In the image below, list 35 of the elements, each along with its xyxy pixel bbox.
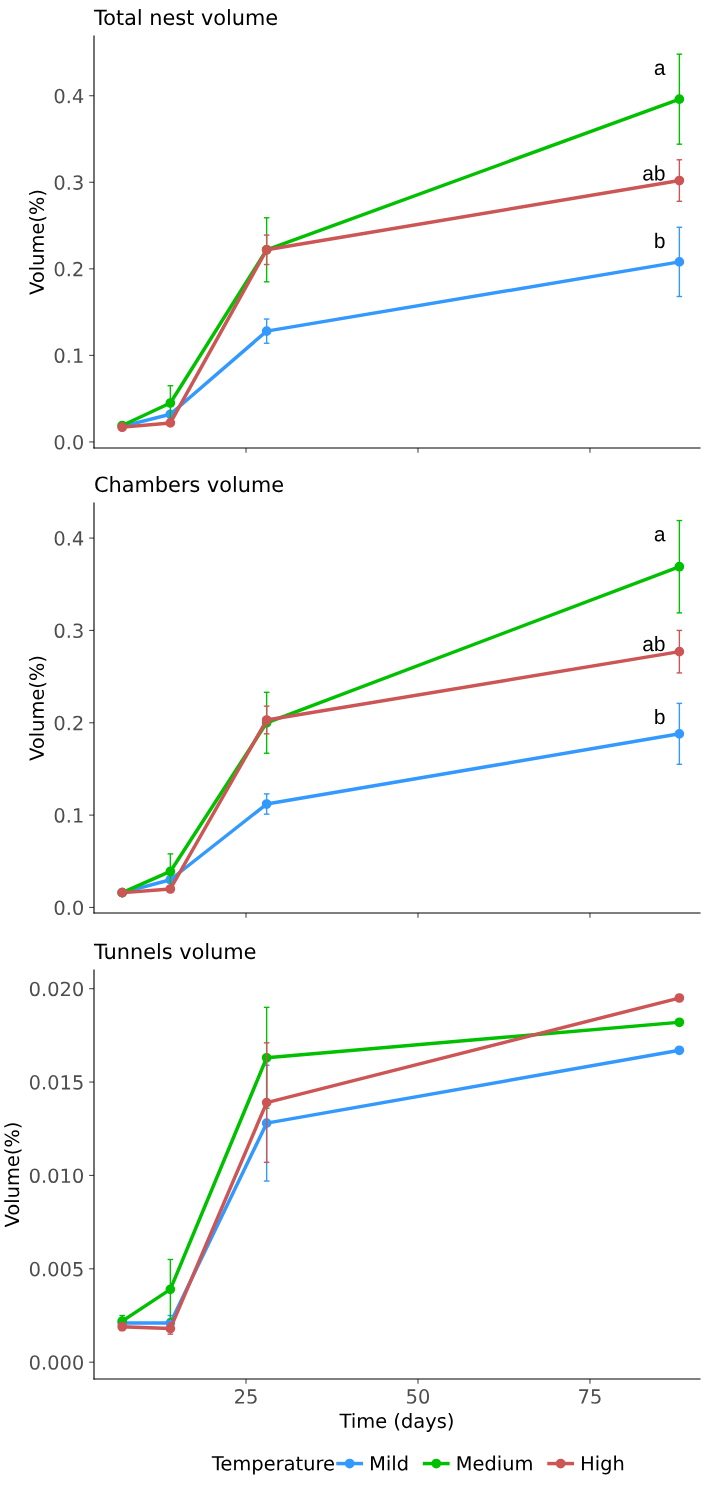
y-tick-label: 0.4 [54,531,84,546]
y-tick-label: 0.0 [54,434,83,450]
y-tick-label: 0.1 [54,808,83,823]
y-tick-label: 0.000 [29,1355,83,1370]
x-axis-title: Time (days) [339,1413,453,1432]
legend-label: Medium [457,1455,532,1471]
y-tick-label: 0.2 [54,261,83,277]
legend-label: Mild [371,1455,408,1471]
y-tick-label: 0.3 [54,623,83,639]
x-tick-label: 50 [407,1389,430,1404]
y-axis-title: Volume(%) [4,1123,22,1228]
chart-title: Chambers volume [95,476,283,493]
y-tick-label: 0.0 [54,900,83,916]
y-tick-label: 0.1 [54,348,83,364]
y-tick-label: 0.4 [54,88,84,104]
y-tick-label: 0.010 [29,1168,83,1184]
y-tick-label: 0.2 [54,715,83,731]
annotation: ab [643,635,665,652]
legend-label: High [582,1455,624,1475]
x-tick-label: 75 [579,1389,601,1404]
x-tick-label: 25 [235,1389,257,1404]
y-tick-label: 0.3 [54,175,83,190]
legend-title: Temperature [211,1456,334,1475]
annotation: b [655,232,665,249]
annotation: b [655,708,665,725]
y-axis-title: Volume(%) [28,190,47,295]
y-axis-title: Volume(%) [28,656,47,761]
chart-title: Tunnels volume [93,943,256,960]
annotation: a [654,529,666,542]
chart-title: Total nest volume [93,9,278,26]
y-tick-label: 0.020 [29,981,83,997]
y-tick-label: 0.005 [29,1261,83,1277]
annotation: ab [643,165,665,181]
annotation: a [654,63,666,76]
y-tick-label: 0.015 [29,1075,83,1090]
